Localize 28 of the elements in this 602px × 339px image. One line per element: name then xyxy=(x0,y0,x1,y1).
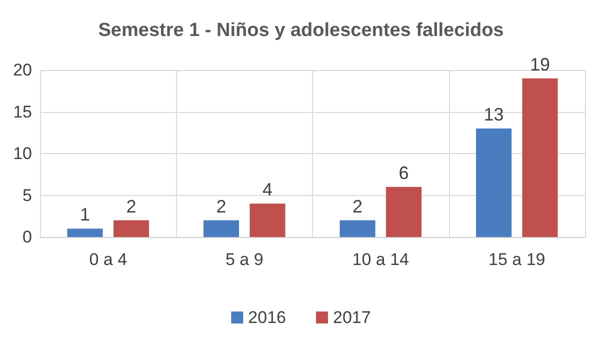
y-tick-label: 0 xyxy=(22,228,32,246)
y-tick-label: 20 xyxy=(13,60,32,80)
bar xyxy=(250,204,286,237)
bar xyxy=(476,128,512,237)
bar xyxy=(340,220,376,237)
data-label: 2 xyxy=(126,196,136,216)
legend-label: 2016 xyxy=(248,308,286,327)
data-label: 2 xyxy=(216,196,226,216)
bar xyxy=(522,78,558,237)
legend-label: 2017 xyxy=(333,308,371,327)
bar xyxy=(204,220,240,237)
chart-title: Semestre 1 - Niños y adolescentes fallecidos xyxy=(98,20,504,41)
data-label: 1 xyxy=(80,204,90,225)
x-tick-label: 0 a 4 xyxy=(89,250,128,269)
data-label: 19 xyxy=(530,54,550,74)
x-tick-label: 15 a 19 xyxy=(488,250,546,269)
data-label: 4 xyxy=(262,180,272,200)
data-label: 6 xyxy=(398,162,409,183)
data-label: 13 xyxy=(484,104,504,124)
bar xyxy=(67,228,103,237)
bar xyxy=(113,220,149,237)
x-tick-label: 5 a 9 xyxy=(225,250,264,269)
y-tick-label: 5 xyxy=(22,186,32,205)
y-tick-label: 15 xyxy=(13,102,32,122)
data-label: 2 xyxy=(352,196,363,216)
y-tick-label: 10 xyxy=(13,144,32,163)
x-tick-label: 10 a 14 xyxy=(352,250,409,269)
bar xyxy=(386,186,422,237)
